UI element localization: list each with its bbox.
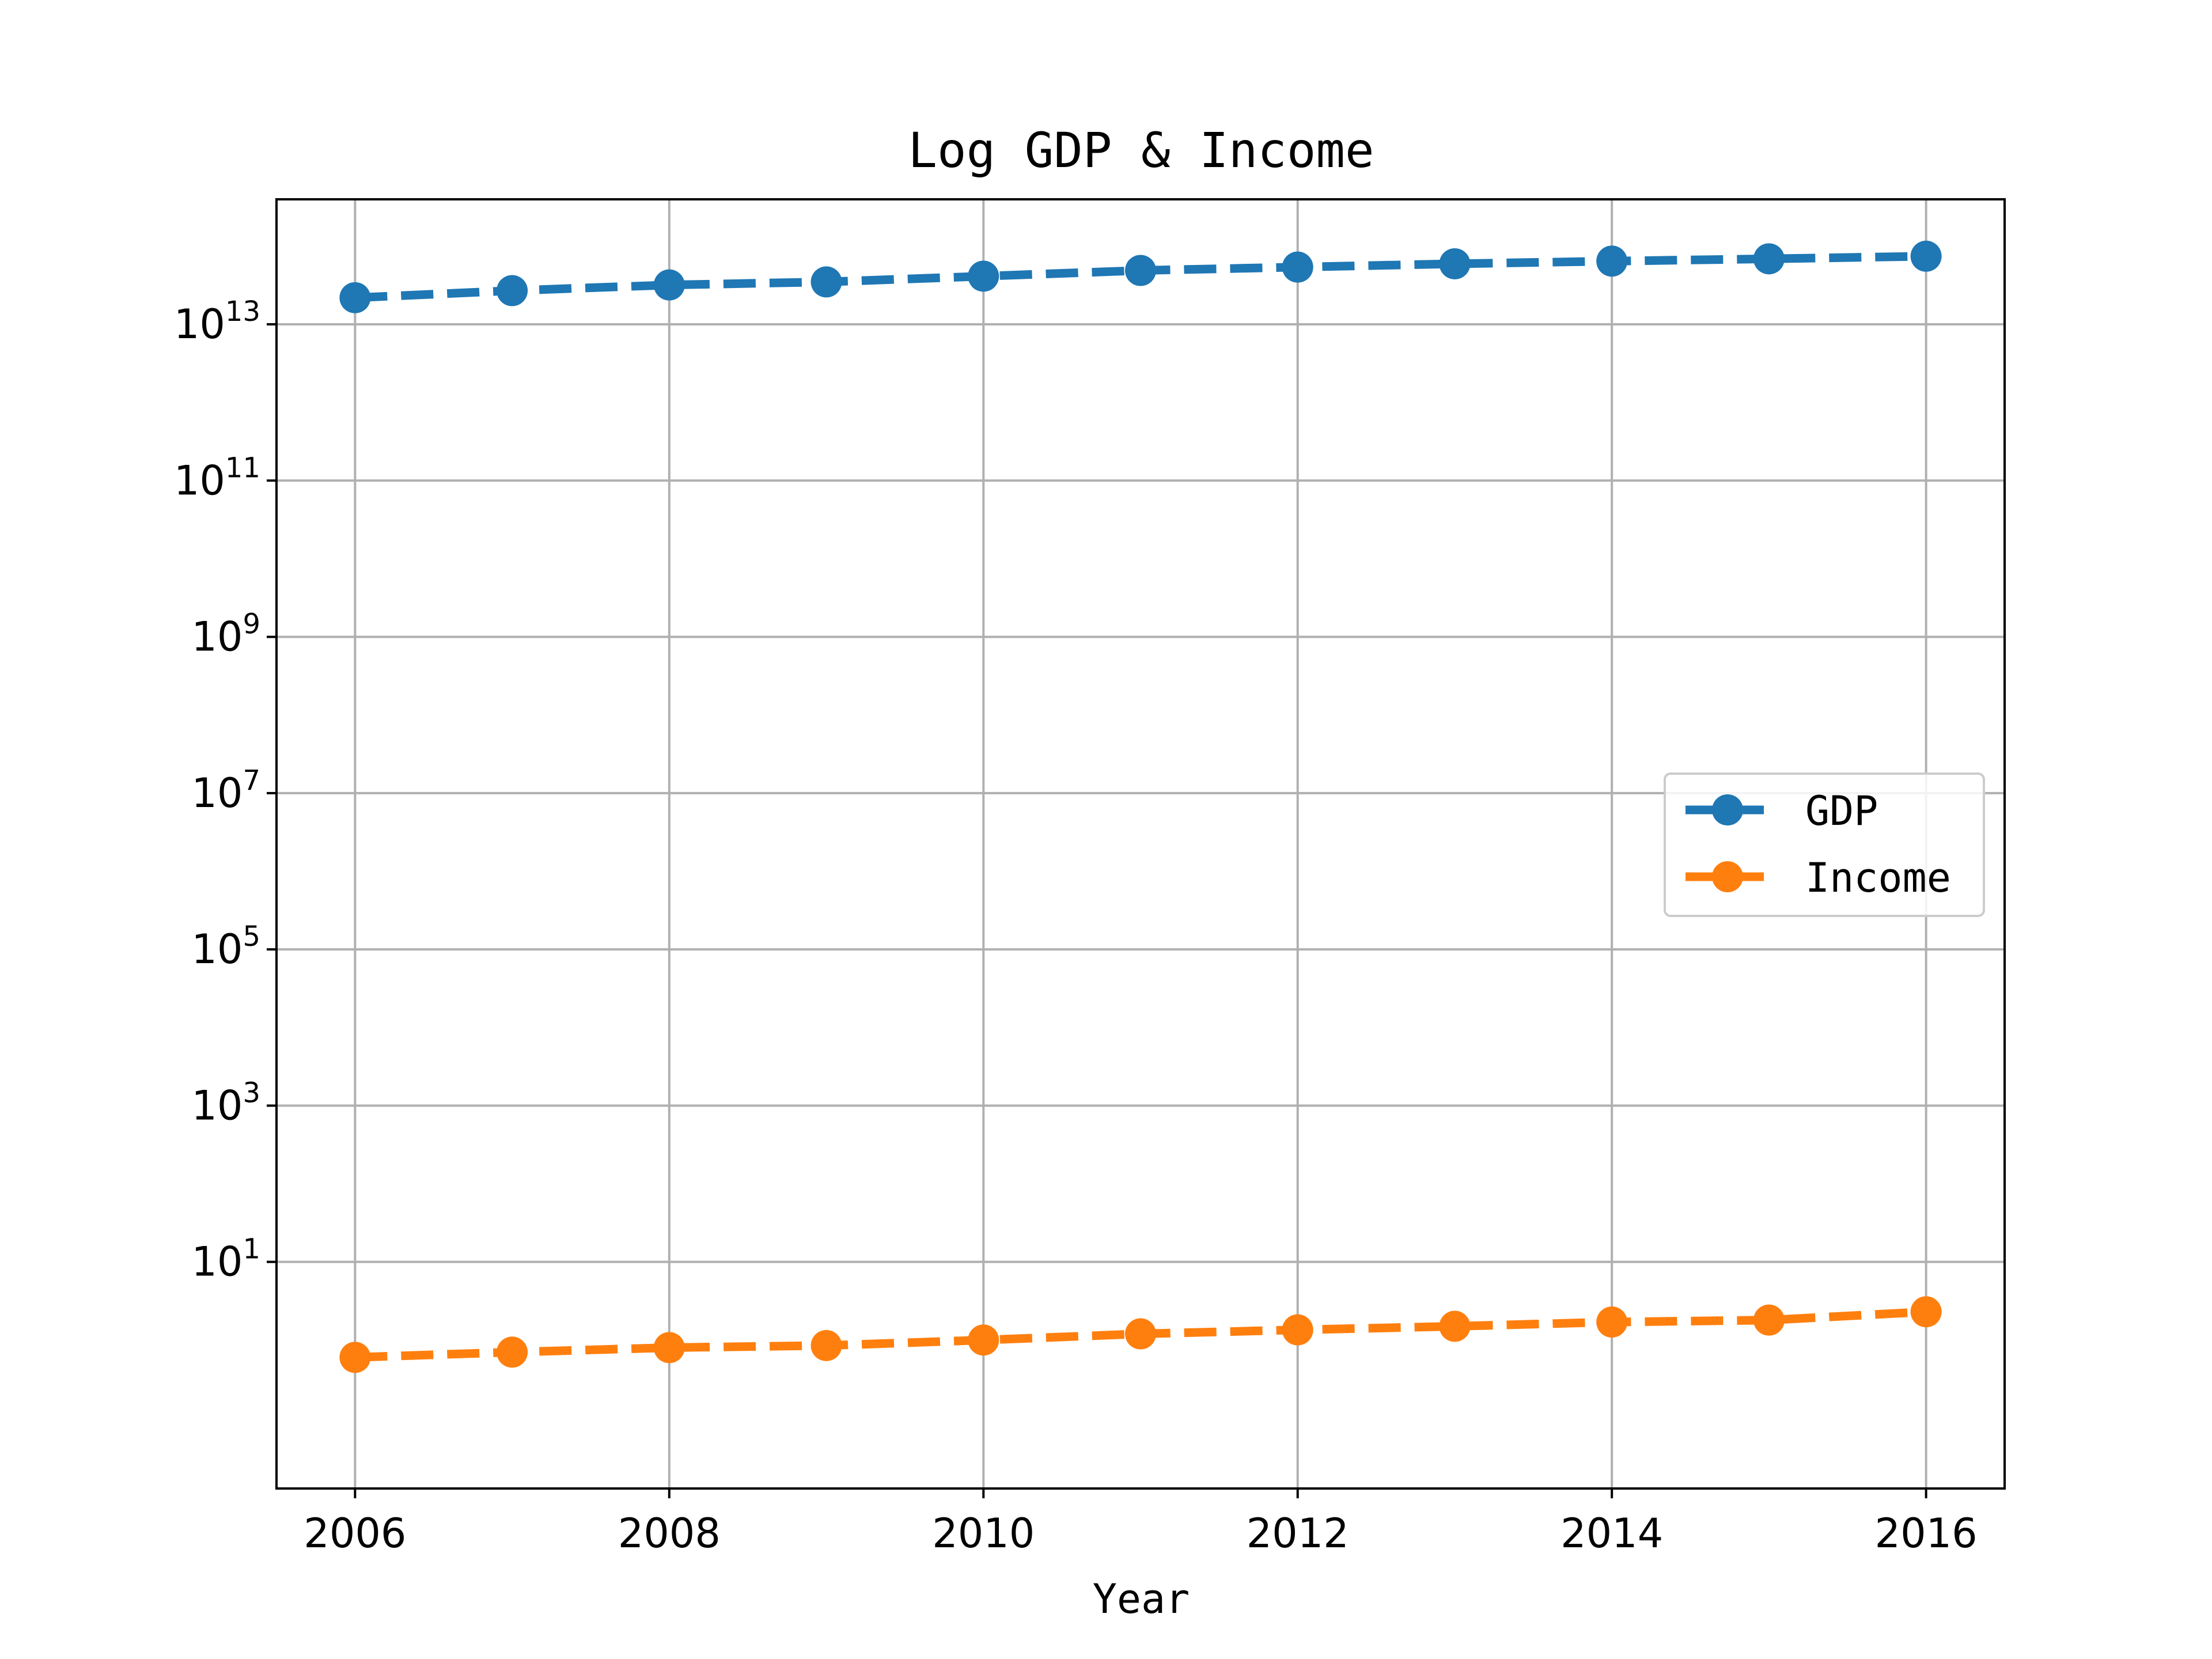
- y-tick-label-base: 10: [174, 301, 225, 348]
- y-tick-label-base: 10: [191, 1238, 243, 1286]
- series-layer: [339, 240, 1942, 1373]
- data-point-income: [1439, 1310, 1471, 1342]
- y-tick-label: 103: [191, 1077, 260, 1129]
- y-tick-label-base: 10: [174, 457, 225, 504]
- data-point-income: [810, 1330, 842, 1361]
- x-tick-label: 2012: [1247, 1510, 1349, 1557]
- y-tick-label-exponent: 1: [243, 1233, 260, 1266]
- data-point-gdp: [1282, 251, 1313, 283]
- legend-swatch-marker: [1712, 794, 1743, 825]
- legend-label: Income: [1805, 854, 1951, 902]
- y-tick-label: 1013: [174, 296, 260, 348]
- y-tick-label: 1011: [174, 452, 260, 504]
- data-point-income: [1125, 1318, 1156, 1350]
- legend: GDP Income: [1664, 772, 1985, 917]
- data-point-gdp: [1596, 245, 1628, 277]
- x-axis: 2006 2008 2010 2012 2014 2016: [304, 1488, 1978, 1557]
- data-point-income: [1282, 1314, 1313, 1346]
- data-point-gdp: [810, 266, 842, 298]
- y-tick-label-exponent: 5: [243, 921, 260, 953]
- data-point-income: [653, 1332, 685, 1363]
- data-point-gdp: [968, 260, 999, 292]
- data-point-income: [1910, 1296, 1942, 1328]
- legend-label: GDP: [1805, 787, 1878, 835]
- legend-swatch-marker: [1712, 861, 1743, 892]
- chart-title: Log GDP & Income: [908, 122, 1374, 179]
- data-point-gdp: [339, 282, 371, 313]
- data-point-gdp: [653, 269, 685, 301]
- data-point-gdp: [1439, 248, 1471, 279]
- data-point-income: [1596, 1306, 1628, 1338]
- data-point-income: [497, 1336, 528, 1368]
- y-tick-label: 101: [191, 1233, 260, 1286]
- data-point-gdp: [1125, 255, 1156, 286]
- data-point-gdp: [1910, 240, 1942, 272]
- y-tick-label-exponent: 13: [225, 296, 260, 328]
- y-tick-label-base: 10: [191, 770, 243, 817]
- y-tick-label-exponent: 3: [243, 1077, 260, 1109]
- x-tick-label: 2014: [1560, 1510, 1663, 1557]
- y-tick-label-exponent: 9: [243, 608, 260, 641]
- y-tick-label: 109: [191, 608, 260, 661]
- y-tick-label-base: 10: [191, 613, 243, 661]
- x-tick-label: 2008: [618, 1510, 721, 1557]
- x-tick-label: 2016: [1875, 1510, 1978, 1557]
- x-tick-label: 2006: [304, 1510, 406, 1557]
- data-point-gdp: [497, 275, 528, 306]
- y-tick-label-base: 10: [191, 1082, 243, 1129]
- y-tick-label: 107: [191, 764, 260, 817]
- y-tick-label-base: 10: [191, 926, 243, 973]
- data-point-income: [968, 1324, 999, 1356]
- y-tick-label-exponent: 7: [243, 764, 260, 797]
- y-tick-label-exponent: 11: [225, 452, 260, 484]
- y-tick-label: 105: [191, 921, 260, 973]
- x-tick-label: 2010: [932, 1510, 1035, 1557]
- x-axis-label: Year: [1093, 1575, 1190, 1623]
- plot-frame: [275, 198, 2006, 1490]
- data-point-gdp: [1753, 243, 1785, 275]
- data-point-income: [1753, 1304, 1785, 1336]
- data-point-income: [339, 1342, 371, 1373]
